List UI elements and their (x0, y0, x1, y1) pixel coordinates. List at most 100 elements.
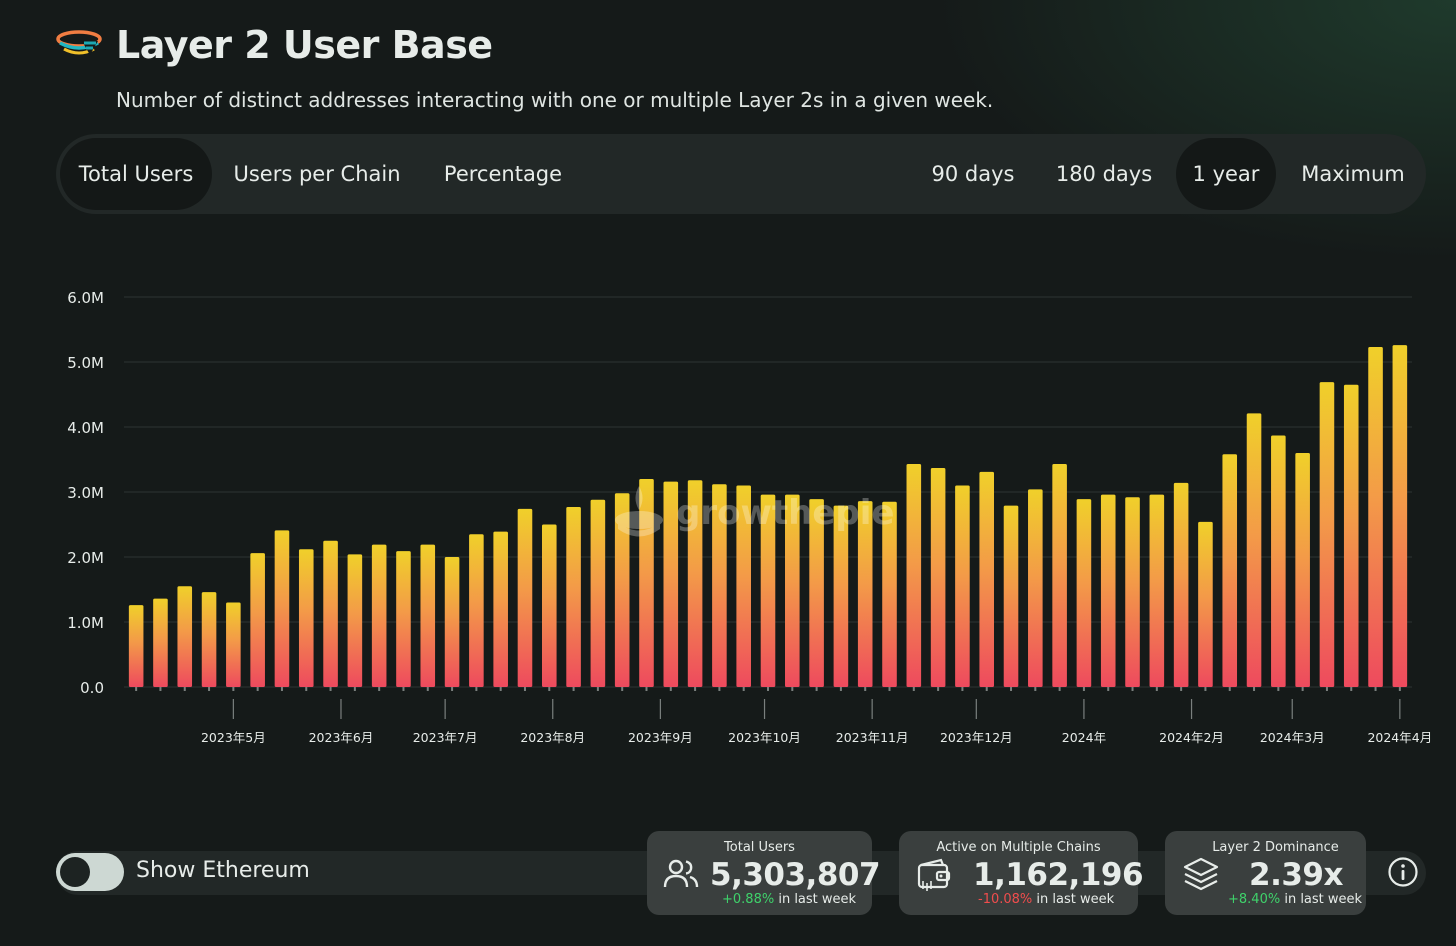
bar[interactable] (1173, 482, 1189, 687)
bar[interactable] (687, 480, 703, 687)
bar[interactable] (736, 485, 751, 688)
bar[interactable] (1368, 347, 1383, 687)
users-icon (663, 859, 699, 888)
bar[interactable] (639, 479, 654, 687)
x-tick-label: 2024年 (1062, 730, 1106, 745)
week-tick (839, 687, 842, 691)
tab-total-users[interactable]: Total Users (60, 138, 212, 210)
x-axis: 2023年5月 2023年6月 2023年7月 2023年8月 2023年9月 2023年… (135, 687, 1432, 745)
bar[interactable] (128, 605, 144, 687)
week-tick (451, 687, 454, 691)
week-tick (1350, 687, 1353, 691)
bar[interactable] (226, 602, 241, 688)
bar[interactable] (1392, 345, 1408, 687)
bar[interactable] (955, 485, 970, 688)
bar[interactable] (785, 494, 800, 687)
card-value: 5,303,807 (710, 857, 881, 893)
week-tick (1155, 687, 1158, 691)
bar[interactable] (1271, 435, 1286, 687)
bar[interactable] (857, 501, 873, 687)
bar[interactable] (517, 508, 533, 687)
week-tick (183, 687, 186, 691)
week-tick (888, 687, 891, 691)
show-ethereum-toggle[interactable] (56, 853, 124, 891)
bar[interactable] (1198, 521, 1213, 687)
bar[interactable] (541, 524, 557, 688)
bar[interactable] (712, 484, 727, 687)
bar[interactable] (833, 505, 849, 687)
bar[interactable] (1246, 413, 1262, 687)
week-tick (280, 687, 283, 691)
show-ethereum-label: Show Ethereum (136, 858, 310, 883)
bar[interactable] (177, 586, 193, 687)
bar[interactable] (201, 592, 217, 687)
bar[interactable] (371, 544, 387, 687)
week-tick (475, 687, 478, 691)
bar[interactable] (809, 499, 824, 687)
bar[interactable] (1295, 453, 1310, 687)
dominance-card: Layer 2 Dominance 2.39x +8.40% in last w… (1165, 831, 1366, 915)
bar[interactable] (590, 499, 606, 687)
bar[interactable] (1076, 499, 1092, 687)
week-tick (1374, 687, 1377, 691)
card-label: Active on Multiple Chains (936, 840, 1101, 855)
bar[interactable] (906, 464, 922, 687)
bar[interactable] (930, 467, 946, 687)
bar[interactable] (663, 481, 679, 687)
tab-90-days[interactable]: 90 days (931, 162, 1015, 186)
bar[interactable] (1052, 464, 1067, 687)
bar[interactable] (979, 471, 995, 687)
bar[interactable] (1222, 454, 1238, 687)
tab-percentage[interactable]: Percentage (443, 162, 563, 186)
bar[interactable] (614, 493, 630, 687)
tab-users-per-chain[interactable]: Users per Chain (233, 162, 401, 186)
bar[interactable] (298, 549, 314, 687)
tab-180-days[interactable]: 180 days (1055, 162, 1153, 186)
bar[interactable] (153, 598, 168, 687)
week-tick (353, 687, 356, 691)
week-tick (232, 687, 235, 691)
bar[interactable] (1125, 497, 1140, 687)
bar[interactable] (1028, 489, 1043, 687)
week-tick (815, 687, 818, 691)
bar[interactable] (420, 544, 436, 687)
x-tick-label: 2023年10月 (728, 730, 801, 745)
x-tick-label: 2023年12月 (940, 730, 1013, 745)
week-tick (1204, 687, 1207, 691)
total-users-card: Total Users 5,303,807 +0.88% in last wee… (647, 831, 881, 915)
week-tick (329, 687, 332, 691)
week-tick (694, 687, 697, 691)
week-tick (961, 687, 964, 691)
bar[interactable] (1003, 505, 1019, 687)
bar[interactable] (396, 551, 411, 687)
card-change: +0.88% in last week (722, 892, 857, 907)
week-tick (1228, 687, 1231, 691)
bar[interactable] (347, 554, 363, 687)
tab-1-year[interactable]: 1 year (1176, 138, 1276, 210)
bar[interactable] (882, 501, 897, 687)
bar[interactable] (1149, 494, 1165, 687)
week-tick (1010, 687, 1013, 691)
bar[interactable] (760, 494, 776, 687)
bar[interactable] (493, 531, 508, 687)
bar[interactable] (469, 534, 484, 687)
week-tick (256, 687, 259, 691)
week-tick (1058, 687, 1061, 691)
bar[interactable] (274, 530, 290, 687)
bar[interactable] (1319, 382, 1335, 687)
bar[interactable] (323, 540, 338, 687)
week-tick (669, 687, 672, 691)
y-tick-label: 1.0M (67, 614, 104, 632)
bar[interactable] (250, 553, 265, 687)
x-tick-label: 2023年6月 (309, 730, 374, 745)
bar[interactable] (1100, 494, 1116, 687)
week-tick (864, 687, 867, 691)
week-tick (426, 687, 429, 691)
bar[interactable] (566, 506, 581, 687)
week-tick (1131, 687, 1134, 691)
info-icon[interactable] (1387, 856, 1419, 888)
bar[interactable] (444, 557, 460, 687)
tab-maximum[interactable]: Maximum (1301, 162, 1405, 186)
week-tick (767, 687, 769, 691)
bar[interactable] (1343, 384, 1359, 687)
